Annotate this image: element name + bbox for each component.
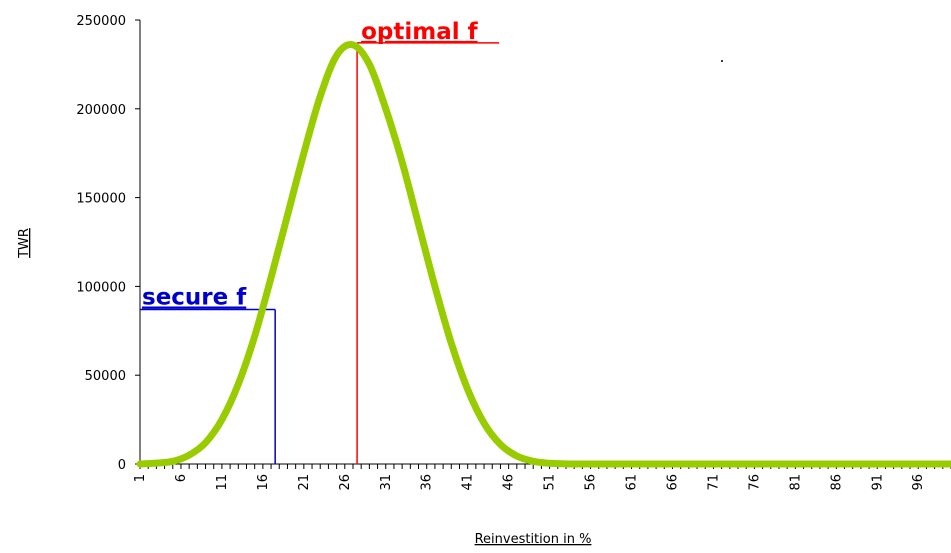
- x-tick-label: 41: [461, 474, 476, 491]
- y-tick-label: 150000: [76, 192, 126, 207]
- x-tick-label: 51: [543, 474, 558, 491]
- y-axis-title: TWR: [17, 228, 32, 259]
- x-tick-label: 16: [256, 474, 271, 491]
- x-tick-label: 11: [215, 474, 230, 491]
- x-tick-label: 36: [420, 474, 435, 491]
- y-tick-label: 100000: [76, 280, 126, 295]
- x-tick-label: 76: [747, 474, 762, 491]
- reference-lines: [140, 42, 500, 464]
- optimal-f-label: optimal f: [361, 19, 479, 45]
- x-tick-label: 6: [174, 474, 189, 482]
- x-tick-label: 26: [338, 474, 353, 491]
- x-tick-label: 21: [297, 474, 312, 491]
- twr-series-line: [136, 41, 951, 468]
- x-tick-label: 66: [665, 474, 680, 491]
- x-tick-label: 1: [133, 474, 148, 482]
- x-tick-label: 56: [584, 474, 599, 491]
- x-axis-title: Reinvestition in %: [475, 532, 592, 547]
- secure-f-label: secure f: [142, 284, 247, 310]
- y-tick-label: 250000: [76, 14, 126, 29]
- annotations: optimal f secure f: [142, 19, 479, 311]
- x-tick-label: 96: [911, 474, 926, 491]
- x-tick-label: 31: [379, 474, 394, 491]
- chart-axes: [135, 19, 951, 469]
- x-tick-label: 91: [870, 474, 885, 491]
- y-tick-label: 200000: [76, 103, 126, 118]
- x-tick-label: 81: [788, 474, 803, 491]
- y-tick-label: 0: [118, 458, 126, 473]
- x-tick-label: 61: [625, 474, 640, 491]
- x-tick-label: 71: [706, 474, 721, 491]
- x-tick-label: 86: [829, 474, 844, 491]
- x-tick-label: 46: [502, 474, 517, 491]
- y-tick-label: 50000: [85, 369, 126, 384]
- stray-dot: [721, 60, 723, 62]
